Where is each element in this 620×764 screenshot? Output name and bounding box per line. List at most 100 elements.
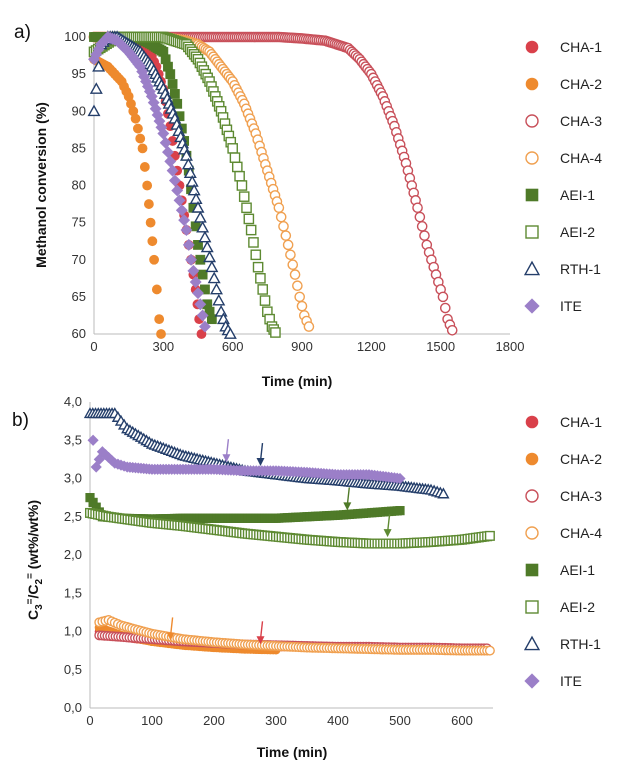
legend-item-cha-4: CHA-4 <box>525 525 602 541</box>
annotation-arrow-cha-2 <box>166 617 175 641</box>
y-tick-label: 90 <box>72 103 86 118</box>
data-point <box>171 184 184 197</box>
x-tick-label: 600 <box>451 713 473 728</box>
data-point <box>234 170 245 182</box>
x-tick-label: 0 <box>86 713 93 728</box>
legend-marker <box>525 563 539 577</box>
data-point <box>197 269 208 280</box>
data-point <box>200 240 214 253</box>
data-point <box>165 69 176 80</box>
data-point <box>412 202 423 214</box>
data-point <box>296 300 308 312</box>
data-point <box>182 238 195 251</box>
legend-item-cha-1: CHA-1 <box>525 414 602 430</box>
panel-b-y-axis-title: C3=/C2= (wt%/wt%) <box>25 500 45 620</box>
data-point <box>178 214 191 227</box>
data-point <box>243 213 255 225</box>
data-point <box>223 327 237 339</box>
data-point <box>229 152 241 163</box>
legend-item-aei-1: AEI-1 <box>525 187 595 203</box>
y-tick-label: 2,5 <box>64 509 82 524</box>
panel-a-y-ticks: 60 65 70 75 80 85 90 95 100 <box>64 29 86 341</box>
data-point <box>416 221 428 232</box>
x-tick-label: 100 <box>141 713 163 728</box>
data-point <box>285 249 296 261</box>
data-point <box>294 291 305 303</box>
legend-marker <box>525 600 539 614</box>
legend-label: RTH-1 <box>560 636 601 652</box>
legend-marker <box>525 526 539 540</box>
data-point <box>87 104 101 117</box>
legend-item-cha-4: CHA-4 <box>525 150 602 166</box>
data-point <box>292 280 303 292</box>
data-point <box>90 461 102 473</box>
data-point <box>303 321 315 332</box>
data-point <box>289 269 301 280</box>
data-point <box>252 261 264 273</box>
data-point <box>185 175 199 187</box>
legend-marker <box>525 452 539 466</box>
annotation-arrow-aei-2 <box>383 514 392 538</box>
data-point <box>437 487 450 499</box>
series-rth-1 <box>83 407 450 499</box>
y-tick-label: 75 <box>72 215 86 230</box>
data-point <box>275 211 287 223</box>
data-point <box>192 287 204 300</box>
legend-item-rth-1: RTH-1 <box>523 635 601 652</box>
legend-item-cha-3: CHA-3 <box>525 113 602 129</box>
data-point <box>203 250 217 263</box>
y-tick-label: 80 <box>72 178 86 193</box>
data-point <box>159 136 172 149</box>
data-point <box>439 302 451 314</box>
x-tick-label: 0 <box>90 339 97 354</box>
data-point <box>484 530 495 541</box>
legend-label: AEI-1 <box>560 187 595 203</box>
data-point <box>187 264 200 277</box>
data-point <box>259 295 271 306</box>
data-point <box>195 254 206 265</box>
data-point <box>191 201 205 213</box>
panel-a-x-ticks: 0 300 600 900 1200 1500 1800 <box>90 339 524 354</box>
legend-label: CHA-4 <box>560 525 602 541</box>
series-ite <box>87 434 406 485</box>
data-point <box>414 211 426 223</box>
data-point <box>248 237 259 248</box>
legend-marker <box>523 260 541 276</box>
data-point <box>210 282 223 295</box>
panel-a-label: a) <box>14 22 31 43</box>
data-point <box>93 453 105 465</box>
y-tick-label: 95 <box>72 66 86 81</box>
panel-a-y-axis-title: Methanol conversion (%) <box>33 102 49 268</box>
data-point <box>193 210 207 223</box>
legend-label: CHA-1 <box>560 39 602 55</box>
legend-label: CHA-2 <box>560 451 602 467</box>
panel-b-x-ticks: 0 100 200 300 400 500 600 <box>86 713 472 728</box>
data-point <box>189 276 202 288</box>
data-point <box>89 82 103 94</box>
legend-item-cha-2: CHA-2 <box>525 76 602 92</box>
data-point <box>87 434 99 446</box>
legend-label: CHA-4 <box>560 150 602 166</box>
x-tick-label: 600 <box>222 339 244 354</box>
legend-marker <box>525 225 539 239</box>
legend-item-cha-2: CHA-2 <box>525 451 602 467</box>
legend-marker <box>525 188 539 202</box>
legend-label: AEI-2 <box>560 599 595 615</box>
data-point <box>179 149 193 161</box>
data-point <box>194 298 207 311</box>
data-point <box>185 253 198 266</box>
annotation-arrow-cha-1 <box>256 621 265 645</box>
data-point <box>238 191 250 202</box>
y-tick-label: 100 <box>64 29 86 44</box>
panel-b-label: b) <box>12 410 29 431</box>
data-point <box>187 183 201 196</box>
y-tick-label: 3,5 <box>64 432 82 447</box>
data-point <box>212 293 226 306</box>
data-point <box>175 204 188 217</box>
data-point <box>181 157 195 170</box>
data-point <box>180 224 193 236</box>
data-point <box>130 113 141 124</box>
data-point <box>143 199 154 209</box>
data-point <box>169 89 180 99</box>
data-point <box>446 324 458 336</box>
